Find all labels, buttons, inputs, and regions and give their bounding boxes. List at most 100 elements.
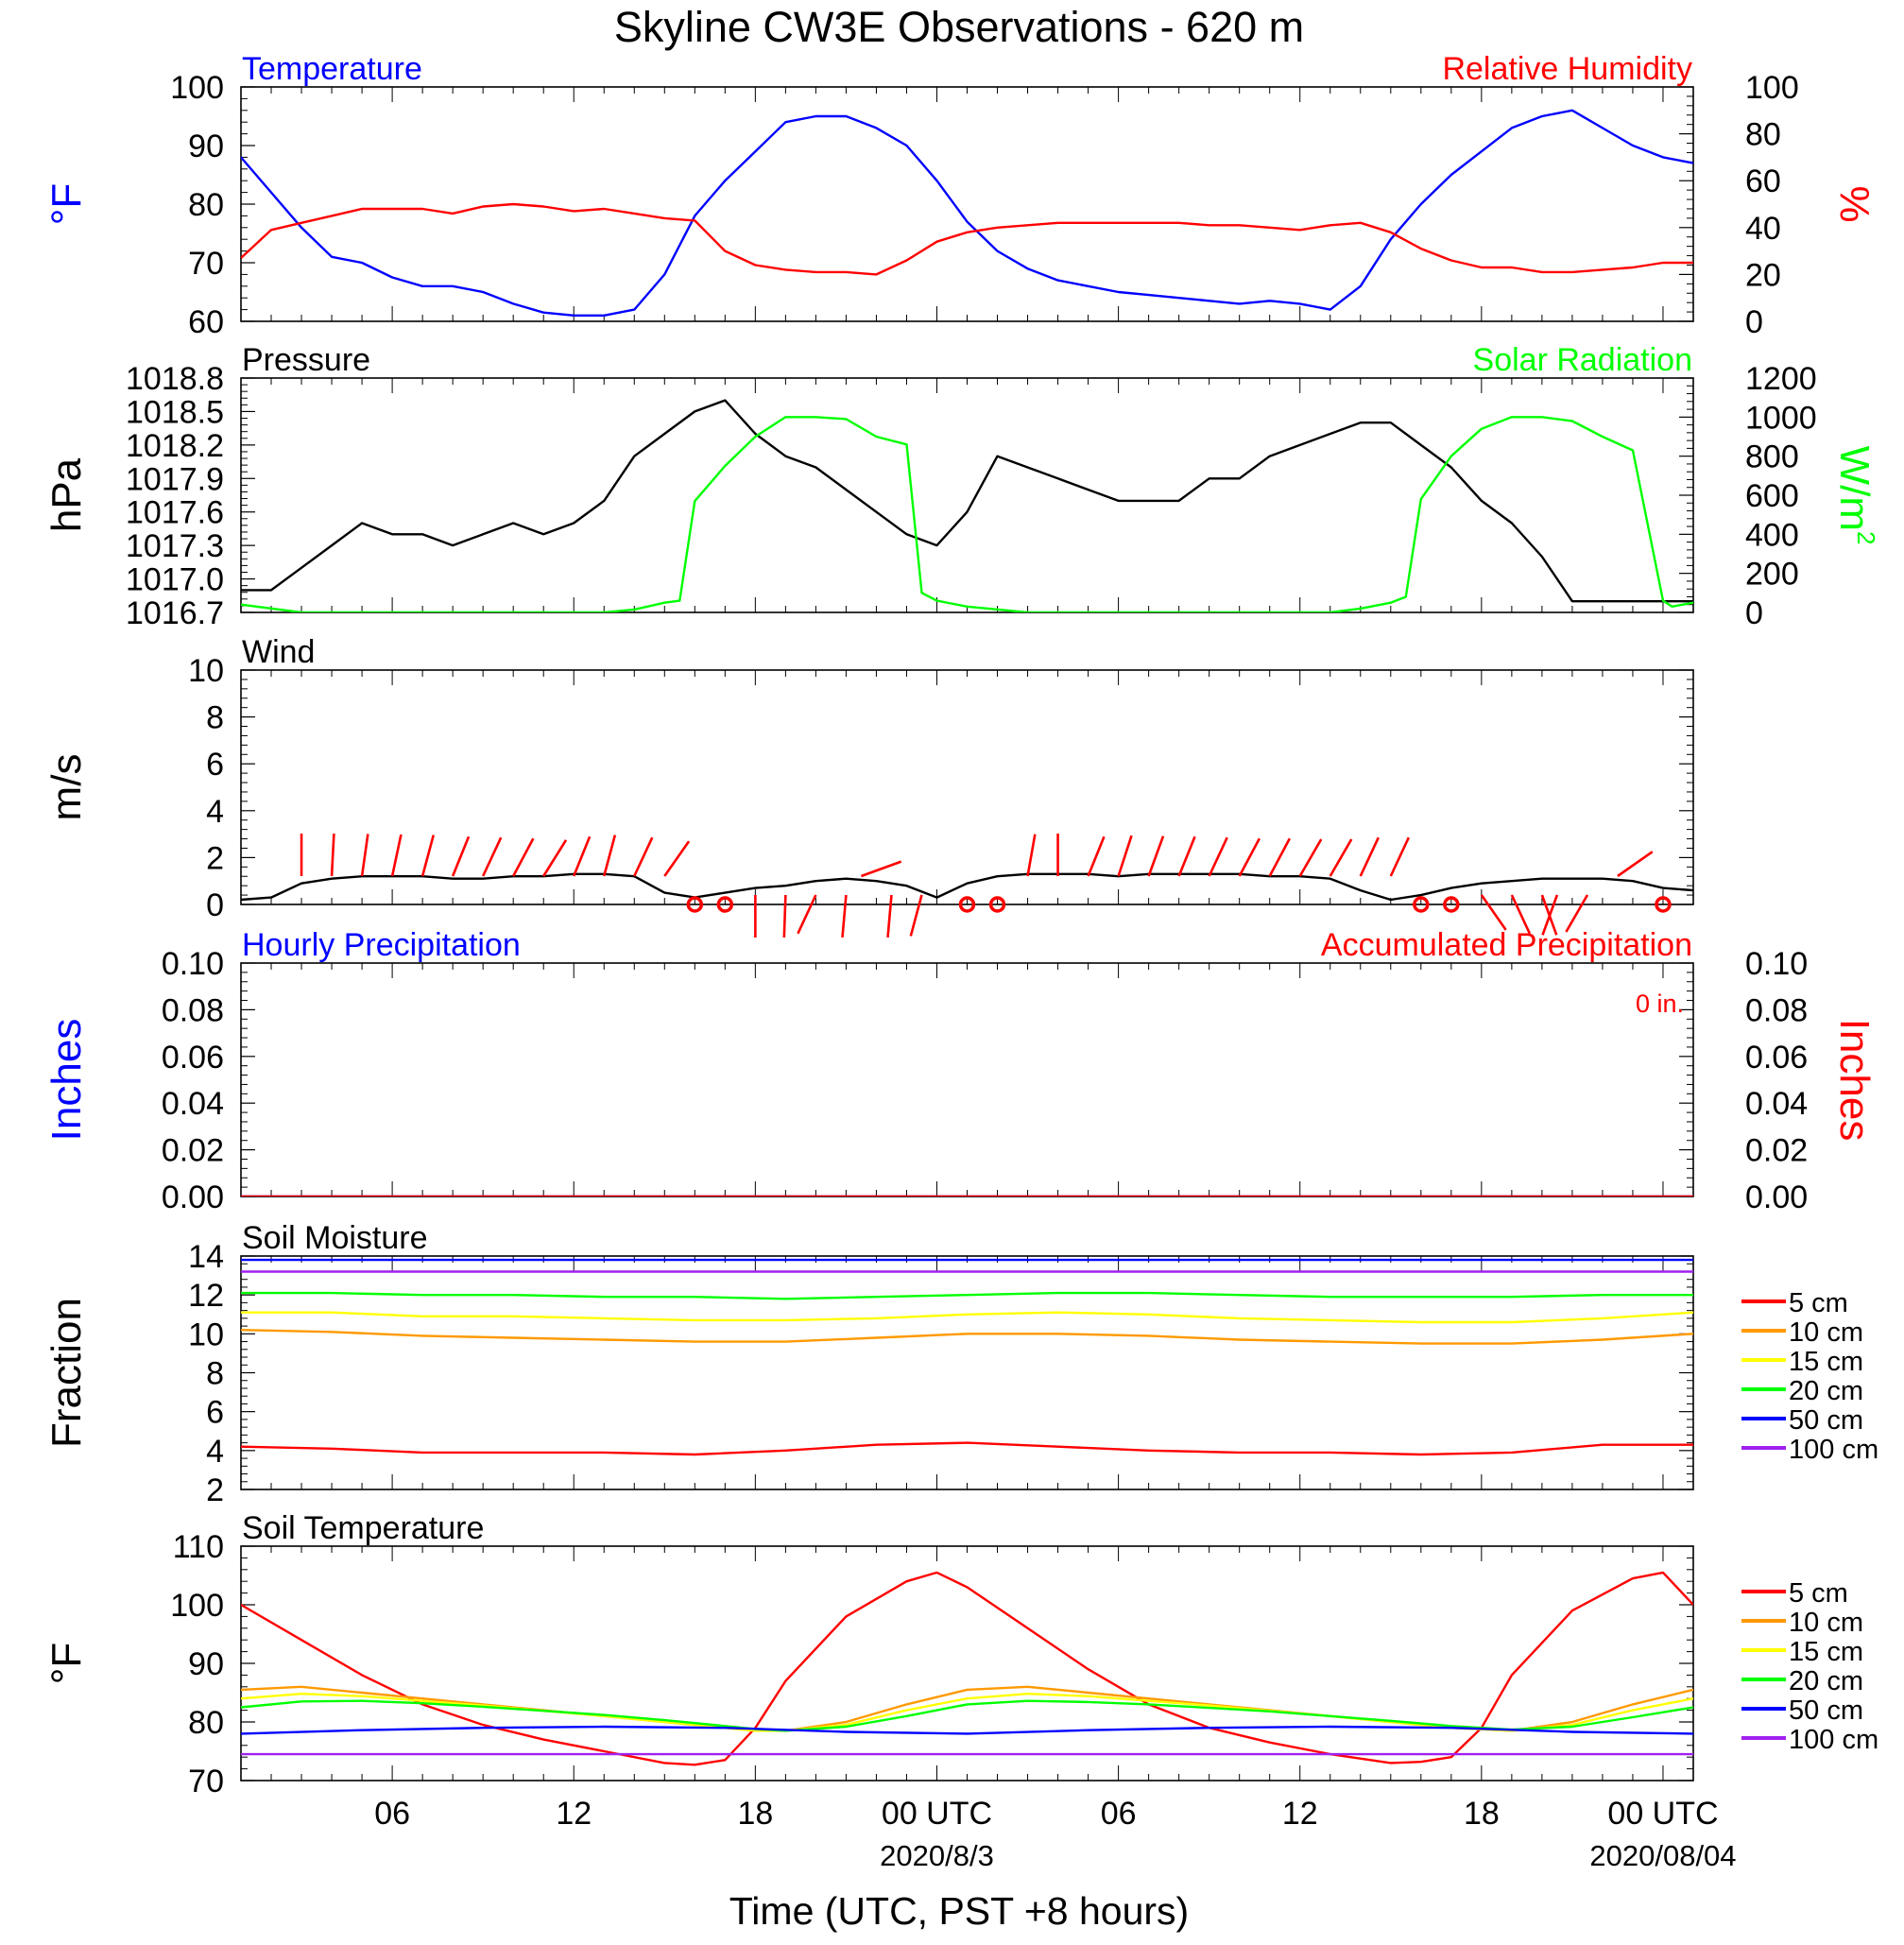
x-date-label: 2020/08/04 — [1589, 1839, 1736, 1872]
wind-barb — [573, 835, 592, 877]
panel-pressure-solar-series-group — [241, 399, 1693, 612]
panel-temperature-humidity-y-tick-label: 70 — [188, 246, 224, 282]
panel-wind-y-tick-label: 10 — [188, 653, 224, 689]
panel-temperature-humidity-y-tick-label: 60 — [188, 304, 224, 340]
wind-barb — [512, 837, 535, 877]
wind-barb — [663, 840, 691, 877]
panel-precipitation-y-tick-label: 0.06 — [162, 1040, 224, 1076]
x-tick-label: 00 UTC — [1607, 1796, 1718, 1832]
panel-soil-moisture-y-axis-label-group: Fraction — [43, 1298, 90, 1448]
panel-soil-temperature-y-tick-label: 100 — [170, 1588, 224, 1624]
wind-barb — [797, 894, 817, 935]
wind-barb — [633, 836, 654, 877]
panel-precipitation-y2-tick-label: 0.06 — [1745, 1040, 1808, 1076]
panel-wind-y-axis-label-group: m/s — [43, 754, 90, 821]
wind-barb — [1541, 894, 1559, 936]
panel-wind-title-left: Wind — [242, 634, 315, 670]
panel-pressure-solar-y-tick-label: 1018.5 — [126, 394, 224, 430]
panel-soil-temperature-legend-label: 20 cm — [1789, 1666, 1863, 1696]
panel-soil-moisture-y-tick-label: 2 — [206, 1472, 224, 1508]
panel-temperature-humidity-y-tick-label: 80 — [188, 187, 224, 223]
panel-soil-temperature-y-tick-label: 90 — [188, 1646, 224, 1682]
panel-soil-temperature-legend-label: 100 cm — [1789, 1725, 1878, 1755]
wind-barb — [360, 834, 369, 877]
panel-soil-moisture-y-tick-label: 4 — [206, 1434, 224, 1470]
panel-pressure-solar-series-pressure — [241, 399, 1693, 603]
panel-temperature-humidity-y-tick-label: 100 — [170, 70, 224, 106]
panel-pressure-solar-y-tick-label: 1018.8 — [126, 361, 224, 397]
panel-wind-series-group — [241, 872, 1693, 902]
panel-pressure-solar-y2-tick-label: 1200 — [1745, 361, 1817, 397]
panel-soil-moisture-series-5-cm — [241, 1441, 1693, 1456]
wind-barb-calm — [988, 896, 1006, 913]
wind-barb — [1565, 894, 1589, 933]
panel-wind: 0 2 4 6 8 10 Wind — [188, 634, 1694, 938]
panel-temperature-humidity-series-temperature — [241, 109, 1693, 317]
panel-soil-temperature-series-50-cm — [241, 1725, 1693, 1735]
panel-wind-y-tick-label: 2 — [206, 840, 224, 876]
panel-soil-moisture-legend-label: 20 cm — [1789, 1376, 1863, 1406]
panel-precipitation-y-tick-label: 0.04 — [162, 1086, 224, 1122]
panel-precipitation-y2-axis-label: Inches — [1831, 1019, 1878, 1142]
x-tick-label: 12 — [556, 1796, 592, 1832]
panel-soil-moisture-legend-label: 100 cm — [1789, 1435, 1878, 1465]
x-date-label: 2020/8/3 — [880, 1839, 994, 1872]
wind-barb — [1147, 835, 1165, 877]
wind-barb — [1510, 894, 1532, 935]
panel-soil-moisture-legend-label: 15 cm — [1789, 1347, 1863, 1377]
panel-temperature-humidity-y-axis-label-group: °F — [43, 183, 90, 225]
panel-temperature-humidity-series-relative-humidity — [241, 202, 1693, 276]
x-tick-label: 00 UTC — [882, 1796, 992, 1832]
panel-soil-moisture-series-15-cm — [241, 1311, 1693, 1324]
panel-temperature-humidity-y2-tick-label: 0 — [1745, 304, 1763, 340]
panel-precipitation-title-right: Accumulated Precipitation — [1321, 927, 1692, 963]
panel-pressure-solar-series-solar-radiation — [241, 416, 1693, 612]
panel-precipitation-y2-tick-label: 0.08 — [1745, 992, 1808, 1028]
wind-barb — [481, 836, 503, 877]
panel-pressure-solar-y2-tick-label: 600 — [1745, 478, 1799, 514]
panel-temperature-humidity-y-axis-label: °F — [43, 183, 90, 225]
panel-precipitation: 0.00 0.02 0.04 0.06 0.08 0.10 0.00 0.02 0.04 0.06… — [162, 927, 1878, 1215]
panel-precipitation-y2-tick-label: 0.10 — [1745, 946, 1808, 982]
wind-barb — [1117, 835, 1133, 877]
panel-soil-moisture-y-tick-label: 14 — [188, 1239, 224, 1275]
wind-barb — [542, 839, 568, 877]
panel-soil-temperature-legend-label: 5 cm — [1789, 1578, 1848, 1609]
panel-soil-temperature-y-tick-label: 110 — [173, 1529, 224, 1565]
panel-pressure-solar-y2-axis-label: W/m2 — [1831, 446, 1880, 545]
x-tick-label: 06 — [374, 1796, 410, 1832]
panel-soil-moisture-y-tick-label: 6 — [206, 1395, 224, 1431]
wind-barb — [1238, 837, 1261, 877]
panel-pressure-solar-y-tick-label: 1017.3 — [126, 528, 224, 564]
wind-barb-calm — [716, 896, 734, 913]
x-tick-label: 06 — [1101, 1796, 1137, 1832]
panel-precipitation-y-axis-label: Inches — [43, 1019, 90, 1142]
wind-barb — [1298, 838, 1323, 877]
panel-pressure-solar-y2-tick-label: 400 — [1745, 517, 1799, 553]
panel-soil-temperature-y-tick-label: 70 — [188, 1764, 224, 1799]
wind-barb — [860, 860, 902, 878]
panel-soil-temperature-y-axis-label-group: °F — [43, 1643, 90, 1684]
panel-pressure-solar-y2-axis-label-superscript: 2 — [1852, 531, 1880, 544]
panel-temperature-humidity-y2-tick-label: 20 — [1745, 257, 1781, 293]
wind-barb — [886, 894, 893, 938]
wind-barb-calm — [958, 896, 976, 913]
panel-precipitation-y2-axis-label-group: Inches — [1831, 1019, 1878, 1142]
panel-precipitation-y2-tick-label: 0.04 — [1745, 1086, 1808, 1122]
wind-barb — [1208, 836, 1228, 877]
x-tick-label: 18 — [737, 1796, 773, 1832]
wind-barb — [782, 894, 787, 938]
panel-wind-y-tick-label: 0 — [206, 887, 224, 923]
panel-soil-temperature-y-axis-label: °F — [43, 1643, 90, 1684]
panel-soil-temperature-legend-label: 50 cm — [1789, 1695, 1863, 1726]
wind-barb — [420, 835, 436, 877]
panel-wind-y-tick-label: 4 — [206, 794, 224, 830]
wind-barb — [602, 835, 617, 877]
panel-temperature-humidity-y2-axis-label-group: % — [1831, 185, 1878, 222]
panel-soil-moisture-y-tick-label: 8 — [206, 1356, 224, 1392]
wind-barb — [909, 894, 923, 937]
panel-temperature-humidity: 60 70 80 90 100 0 20 40 60 80 100 Temperature Relati… — [170, 51, 1878, 340]
